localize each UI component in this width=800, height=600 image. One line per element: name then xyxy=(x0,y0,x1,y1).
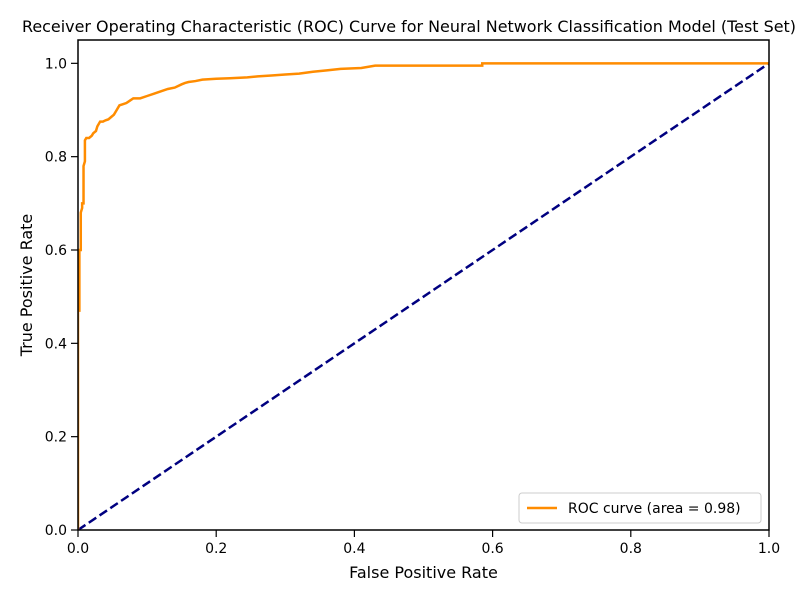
chance-line xyxy=(78,62,769,530)
y-tick-label: 1.0 xyxy=(45,56,67,72)
y-tick-label: 0.8 xyxy=(45,150,67,166)
x-tick-label: 0.6 xyxy=(481,541,503,557)
x-tick-label: 0.4 xyxy=(343,541,365,557)
legend-label-roc: ROC curve (area = 0.98) xyxy=(568,501,741,517)
roc-curve-line xyxy=(78,62,769,530)
y-axis-title: True Positive Rate xyxy=(17,214,36,358)
legend: ROC curve (area = 0.98) xyxy=(518,492,762,524)
y-tick-label: 0.2 xyxy=(45,430,67,446)
legend-box xyxy=(518,492,762,524)
y-tick-label: 0.0 xyxy=(45,523,67,539)
x-tick-label: 0.8 xyxy=(620,541,642,557)
x-tick-label: 0.2 xyxy=(205,541,227,557)
x-axis-title: False Positive Rate xyxy=(349,563,498,582)
y-tick-label: 0.4 xyxy=(45,336,67,352)
x-tick-label: 0.0 xyxy=(67,541,89,557)
chart-title: Receiver Operating Characteristic (ROC) … xyxy=(22,17,796,36)
x-tick-label: 1.0 xyxy=(758,541,780,557)
plot-frame xyxy=(77,39,770,531)
y-tick-label: 0.6 xyxy=(45,243,67,259)
